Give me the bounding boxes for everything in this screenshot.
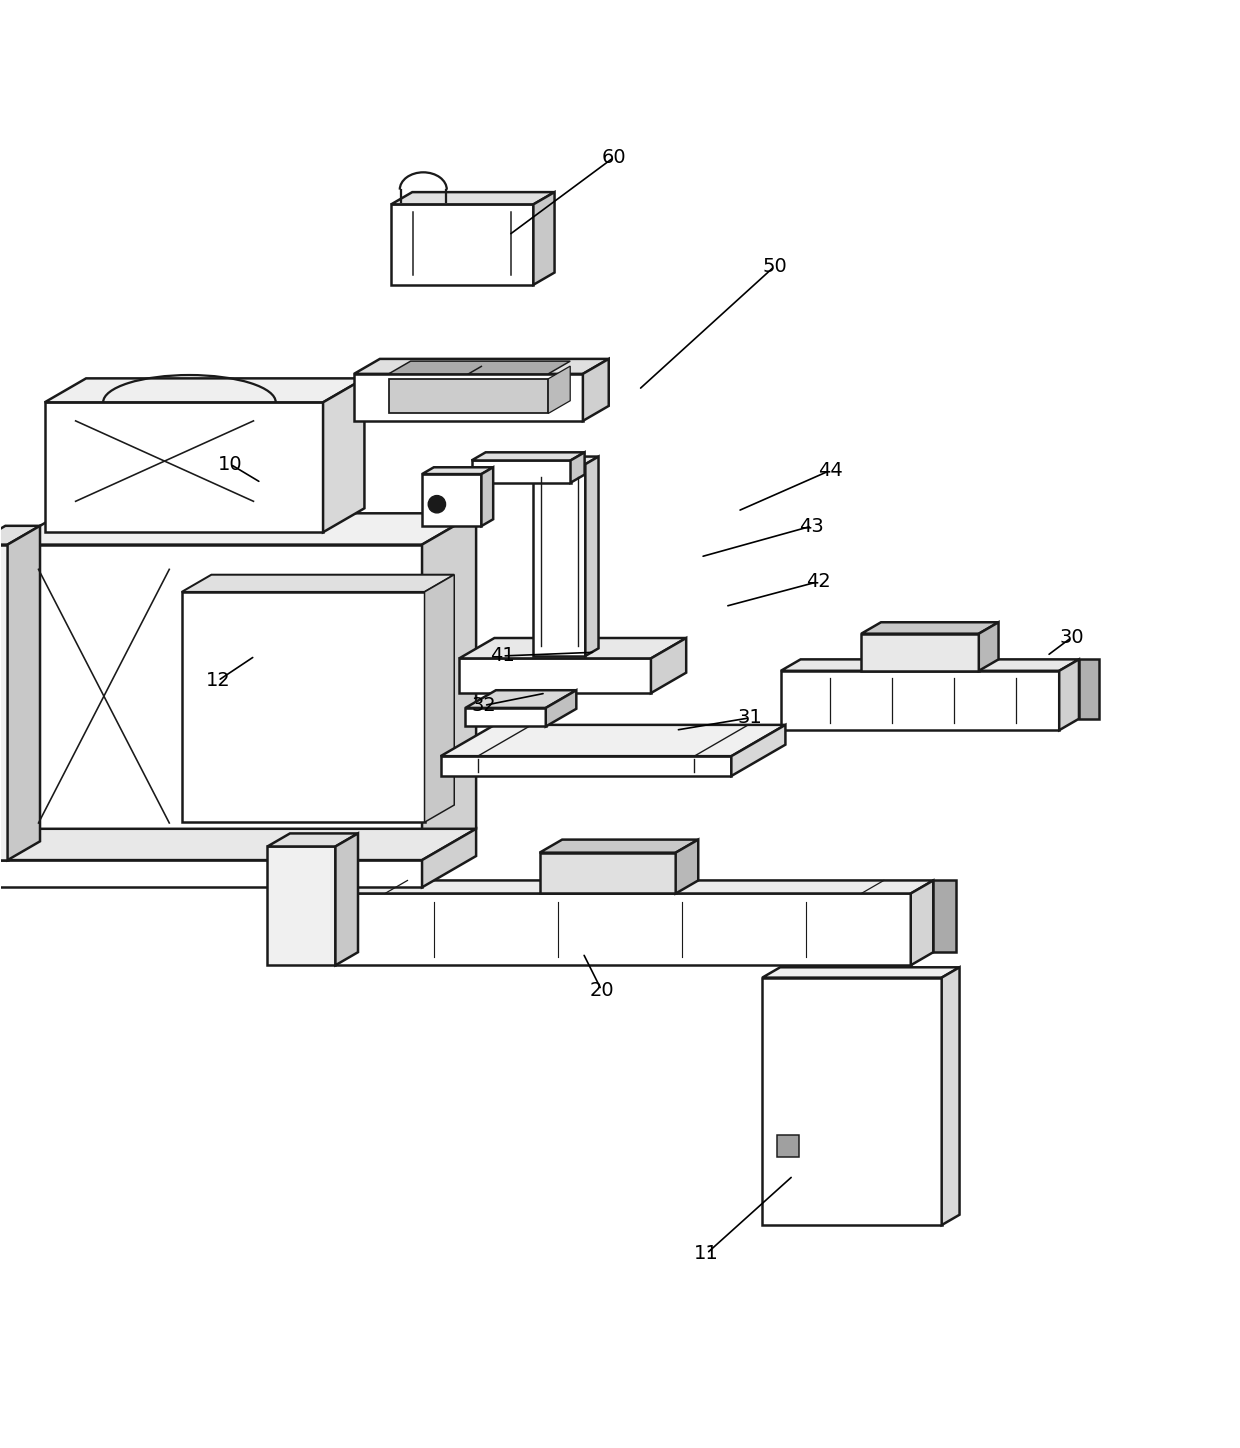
Polygon shape <box>353 374 583 421</box>
Polygon shape <box>336 834 358 966</box>
Polygon shape <box>978 623 998 670</box>
Polygon shape <box>862 623 998 634</box>
Text: 30: 30 <box>1059 628 1084 647</box>
Polygon shape <box>471 460 570 482</box>
Polygon shape <box>0 526 40 544</box>
Polygon shape <box>533 456 599 465</box>
Polygon shape <box>471 452 584 460</box>
Polygon shape <box>388 361 570 374</box>
Polygon shape <box>440 725 785 756</box>
Polygon shape <box>388 379 548 414</box>
Polygon shape <box>533 193 554 285</box>
Text: 41: 41 <box>490 646 515 666</box>
Polygon shape <box>781 659 1079 670</box>
Text: 60: 60 <box>601 148 626 167</box>
Polygon shape <box>268 834 358 847</box>
Text: 43: 43 <box>800 517 825 536</box>
Polygon shape <box>268 847 336 966</box>
Text: 10: 10 <box>218 455 243 473</box>
Polygon shape <box>422 473 481 526</box>
Polygon shape <box>391 204 533 285</box>
Polygon shape <box>862 634 978 670</box>
Polygon shape <box>45 403 324 533</box>
Polygon shape <box>353 359 609 374</box>
Polygon shape <box>941 967 960 1225</box>
Polygon shape <box>422 828 476 888</box>
Polygon shape <box>583 359 609 421</box>
Polygon shape <box>465 708 546 727</box>
Polygon shape <box>7 544 422 860</box>
Polygon shape <box>533 465 585 656</box>
Text: 31: 31 <box>738 708 763 727</box>
Polygon shape <box>7 513 476 544</box>
Polygon shape <box>324 378 365 533</box>
Polygon shape <box>570 452 584 482</box>
Polygon shape <box>781 670 1059 730</box>
Polygon shape <box>777 1135 800 1157</box>
Polygon shape <box>459 659 651 694</box>
Polygon shape <box>0 828 476 860</box>
Polygon shape <box>424 575 454 822</box>
Polygon shape <box>459 639 686 659</box>
Polygon shape <box>910 880 934 966</box>
Circle shape <box>428 495 445 513</box>
Polygon shape <box>763 977 941 1225</box>
Polygon shape <box>546 691 577 727</box>
Polygon shape <box>539 840 698 853</box>
Text: 42: 42 <box>806 572 831 591</box>
Polygon shape <box>585 456 599 656</box>
Polygon shape <box>763 967 960 977</box>
Polygon shape <box>934 880 956 953</box>
Polygon shape <box>651 639 686 694</box>
Polygon shape <box>181 575 454 592</box>
Polygon shape <box>336 880 934 893</box>
Polygon shape <box>336 893 910 966</box>
Polygon shape <box>1059 659 1079 730</box>
Polygon shape <box>422 513 476 860</box>
Polygon shape <box>676 840 698 893</box>
Polygon shape <box>465 691 577 708</box>
Text: 11: 11 <box>694 1244 719 1263</box>
Polygon shape <box>481 468 494 526</box>
Polygon shape <box>391 193 554 204</box>
Polygon shape <box>539 853 676 893</box>
Polygon shape <box>732 725 785 776</box>
Text: 44: 44 <box>818 460 843 479</box>
Text: 12: 12 <box>206 672 231 691</box>
Polygon shape <box>181 592 424 822</box>
Polygon shape <box>422 468 494 473</box>
Polygon shape <box>548 366 570 414</box>
Polygon shape <box>1079 659 1099 718</box>
Polygon shape <box>0 544 7 860</box>
Polygon shape <box>45 378 365 403</box>
Polygon shape <box>440 756 732 776</box>
Text: 20: 20 <box>589 980 614 999</box>
Polygon shape <box>0 860 422 888</box>
Text: 32: 32 <box>471 696 496 715</box>
Polygon shape <box>7 526 40 860</box>
Text: 50: 50 <box>763 256 787 275</box>
